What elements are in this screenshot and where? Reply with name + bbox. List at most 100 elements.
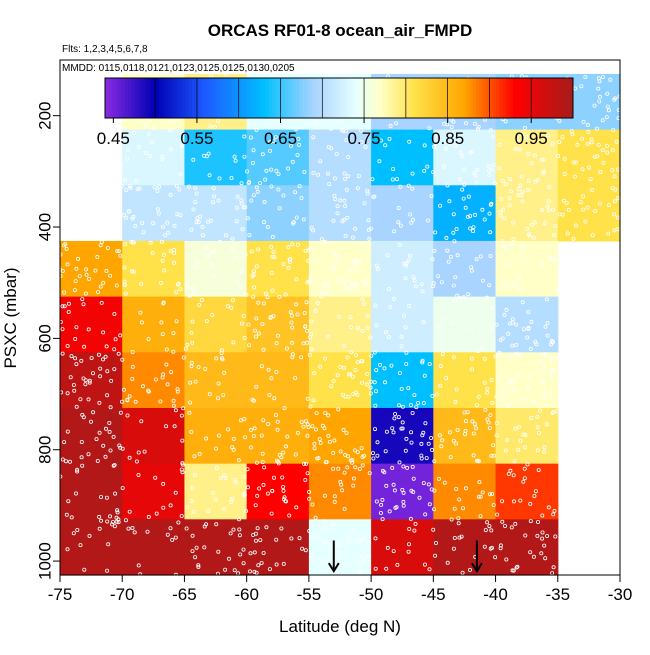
sample-point [266, 367, 271, 372]
sample-point [207, 173, 212, 178]
sample-point [529, 319, 534, 324]
sample-point [581, 207, 586, 212]
sample-point [274, 168, 279, 173]
sample-point [329, 265, 334, 270]
sample-point [151, 221, 156, 226]
sample-point [346, 372, 351, 377]
sample-point [357, 259, 362, 264]
sample-point [222, 473, 227, 478]
sample-point [540, 513, 545, 518]
sample-point [426, 441, 431, 446]
sample-point [606, 108, 611, 113]
sample-point [373, 303, 378, 308]
heatmap-cell [184, 129, 248, 186]
sample-point [125, 398, 130, 403]
sample-point [605, 143, 610, 148]
sample-point [473, 426, 478, 431]
sample-point [135, 187, 140, 192]
sample-point [264, 168, 269, 173]
sample-point [350, 281, 355, 286]
sample-point [406, 386, 411, 391]
sample-point [440, 438, 445, 443]
colorbar-segment [569, 78, 574, 118]
sample-point [123, 518, 128, 523]
sample-point [553, 534, 558, 539]
sample-point [106, 542, 111, 547]
colorbar-segment [272, 78, 276, 118]
sample-point [562, 156, 567, 161]
heatmap-cell [184, 519, 248, 576]
sample-point [463, 419, 468, 424]
sample-point [245, 485, 250, 490]
sample-point [304, 461, 309, 466]
sample-point [523, 126, 528, 131]
sample-point [431, 527, 436, 532]
sample-point [301, 217, 306, 222]
sample-point [217, 239, 222, 244]
colorbar-segment [181, 78, 186, 118]
sample-point [469, 356, 474, 361]
sample-point [254, 127, 259, 132]
sample-point [248, 135, 253, 140]
sample-point [133, 223, 138, 228]
sample-point [137, 186, 142, 191]
sample-point [562, 171, 567, 176]
sample-point [161, 505, 166, 510]
sample-point [362, 201, 367, 206]
sample-point [520, 189, 525, 194]
sample-point [307, 496, 312, 501]
sample-point [370, 451, 375, 456]
sample-point [485, 390, 490, 395]
heatmap-cell [246, 129, 310, 186]
sample-point [271, 249, 276, 254]
sample-point [384, 566, 389, 571]
sample-point [572, 174, 577, 179]
sample-point [252, 269, 257, 274]
sample-point [310, 502, 315, 507]
sample-point [616, 108, 621, 113]
colorbar-segment [328, 78, 333, 118]
sample-point [532, 220, 537, 225]
sample-point [180, 462, 185, 467]
colorbar-segment [215, 78, 220, 118]
sample-point [344, 137, 349, 142]
sample-point [312, 441, 317, 446]
sample-point [269, 376, 274, 381]
sample-point [281, 262, 286, 267]
sample-point [452, 298, 457, 303]
sample-point [271, 475, 276, 480]
colorbar-segment [365, 78, 370, 118]
sample-point [60, 351, 65, 356]
sample-point [364, 382, 369, 387]
sample-point [551, 565, 556, 570]
sample-point [249, 198, 254, 203]
sample-point [400, 420, 405, 425]
sample-point [499, 196, 504, 201]
plot-frame [59, 59, 621, 576]
colorbar-segment [318, 78, 323, 118]
sample-point [122, 265, 127, 270]
sample-point [444, 376, 449, 381]
sample-point [239, 321, 244, 326]
sample-point [535, 533, 540, 538]
heatmap-cell [433, 185, 497, 242]
sample-point [159, 239, 164, 244]
sample-point [540, 262, 545, 267]
sample-point [493, 555, 498, 560]
sample-point [476, 494, 481, 499]
sample-point [542, 352, 547, 357]
sample-point [520, 245, 525, 250]
sample-point [328, 126, 333, 131]
sample-point [335, 211, 340, 216]
sample-point [500, 178, 505, 183]
sample-point [548, 374, 553, 379]
sample-point [312, 446, 317, 451]
colorbar-segment [242, 78, 246, 118]
sample-point [123, 177, 128, 182]
sample-point [112, 367, 117, 372]
colorbar-segment [178, 78, 183, 118]
sample-point [444, 315, 449, 320]
sample-point [255, 493, 260, 498]
sample-point [210, 200, 215, 205]
sample-point [269, 511, 274, 516]
